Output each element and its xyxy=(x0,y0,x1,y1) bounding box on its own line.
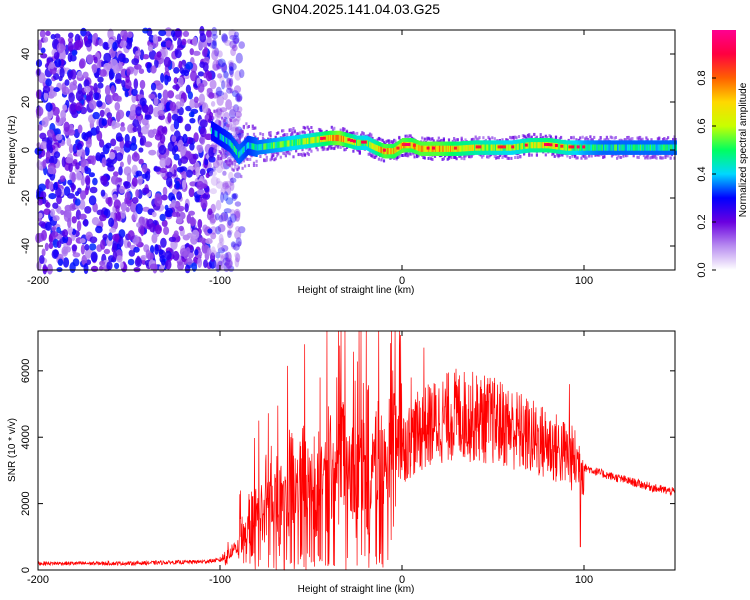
colorbar-tick-label: 0.6 xyxy=(696,118,708,133)
snr-x-tick-label: -100 xyxy=(209,574,231,586)
snr-x-tick-label: 100 xyxy=(575,574,593,586)
snr-frame xyxy=(37,330,676,571)
snr-x-label: Height of straight line (km) xyxy=(298,584,415,595)
colorbar-tick-label: 0.2 xyxy=(696,214,708,229)
snr-y-tick-label: 0 xyxy=(20,567,32,573)
spectrogram-y-tick-label: 40 xyxy=(20,48,32,60)
colorbar-tick-label: 0.8 xyxy=(696,70,708,85)
spectrogram-x-tick-label: 0 xyxy=(399,275,405,287)
spectrogram-x-tick-label: -100 xyxy=(209,275,231,287)
spectrogram-x-axis: -200 -100 0 100 xyxy=(27,30,593,287)
spectrogram-y-label: Frequency (Hz) xyxy=(7,116,18,185)
colorbar: 0.0 0.2 0.4 0.6 0.8 Normalized spectral ampl… xyxy=(696,30,749,278)
snr-y-label: SNR (10 * v/v) xyxy=(7,418,18,482)
spectrogram-x-tick-label: -200 xyxy=(27,275,49,287)
spectrogram-noise-region xyxy=(34,25,246,275)
colorbar-ticks: 0.0 0.2 0.4 0.6 0.8 xyxy=(696,70,716,278)
snr-y-axis: 0 2000 4000 6000 xyxy=(20,359,675,573)
snr-series-line xyxy=(37,330,676,571)
spectrogram-x-label: Height of straight line (km) xyxy=(298,285,415,296)
spectrogram-y-tick-label: -20 xyxy=(20,190,32,206)
snr-x-axis: -200 -100 0 100 xyxy=(27,331,593,586)
spectrogram-y-tick-label: 0 xyxy=(20,147,32,153)
colorbar-label: Normalized spectral amplitude xyxy=(738,82,749,217)
snr-x-tick-label: 0 xyxy=(399,574,405,586)
snr-y-tick-label: 4000 xyxy=(20,425,32,449)
spectrogram-y-axis: -40 -20 0 20 40 xyxy=(20,48,675,254)
spectrogram-y-tick-label: 20 xyxy=(20,96,32,108)
spectrogram-x-tick-label: 100 xyxy=(575,275,593,287)
snr-y-tick-label: 6000 xyxy=(20,359,32,383)
spectrogram-plot-area xyxy=(34,25,677,275)
spectrogram-ridge xyxy=(210,109,677,179)
snr-x-tick-label: -200 xyxy=(27,574,49,586)
colorbar-tick-label: 0.0 xyxy=(696,262,708,277)
colorbar-scale xyxy=(712,30,736,270)
spectrogram-y-tick-label: -40 xyxy=(20,238,32,254)
snr-plot-area xyxy=(37,330,676,571)
figure-title: GN04.2025.141.04.03.G25 xyxy=(272,1,440,17)
colorbar-tick-label: 0.4 xyxy=(696,166,708,181)
snr-y-tick-label: 2000 xyxy=(20,491,32,515)
